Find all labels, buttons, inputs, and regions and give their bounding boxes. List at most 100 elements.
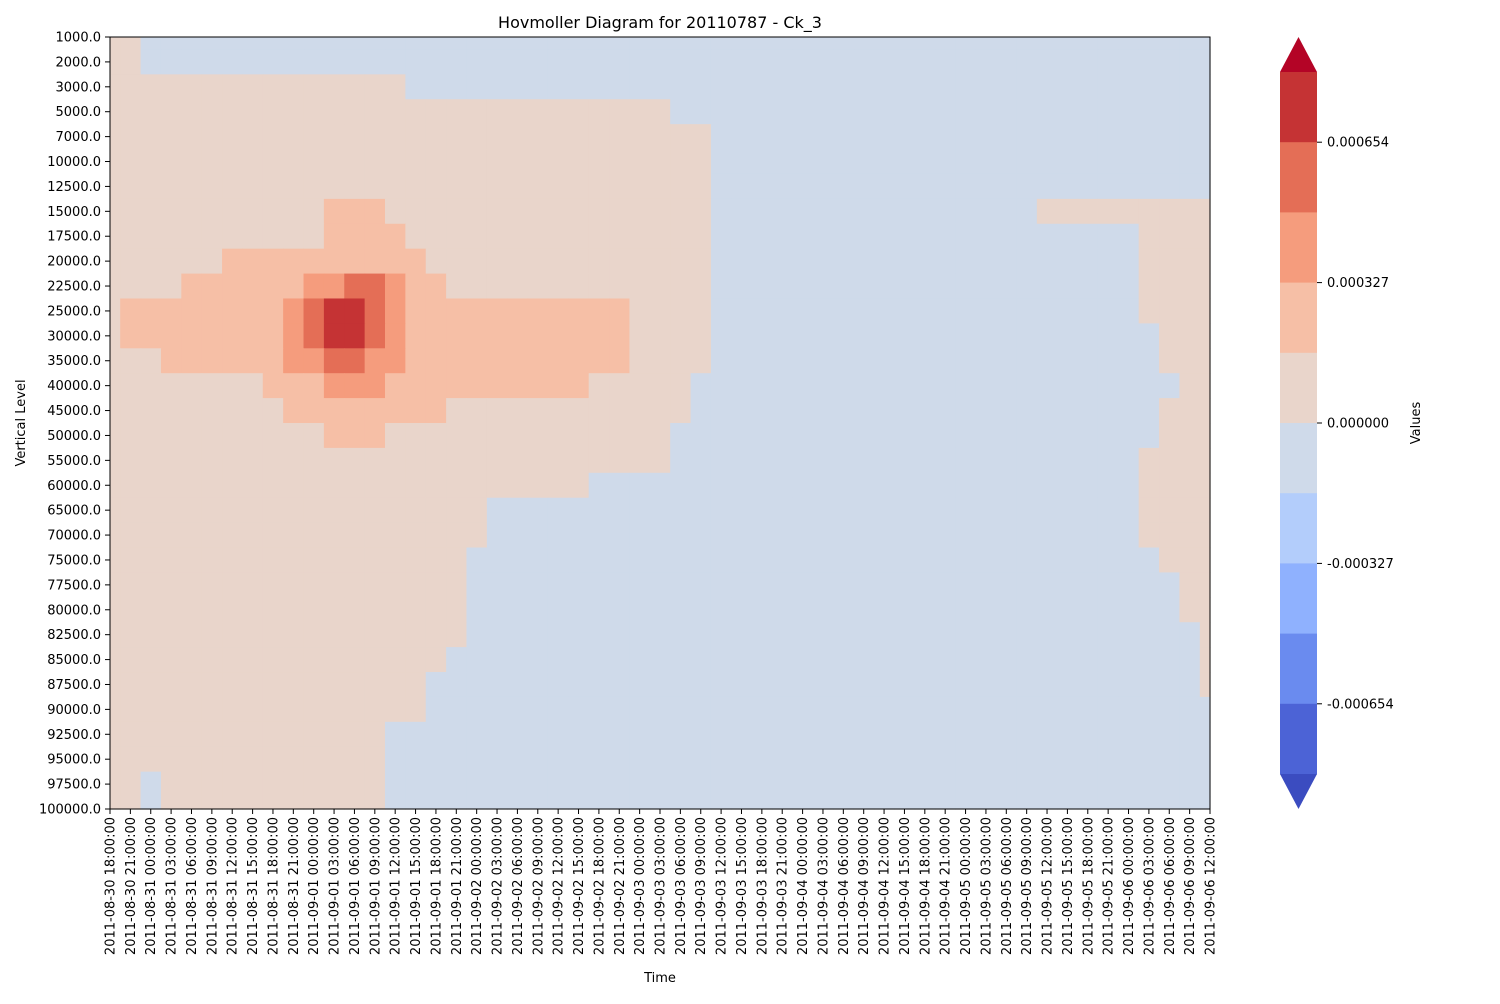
contour-cell <box>446 99 468 125</box>
contour-cell <box>935 647 956 673</box>
contour-cell <box>364 547 386 574</box>
contour-cell <box>446 672 468 698</box>
contour-cell <box>1036 348 1058 374</box>
contour-cell <box>262 298 284 324</box>
contour-cell <box>1077 622 1099 648</box>
contour-cell <box>772 547 794 574</box>
contour-cell <box>1016 37 1038 51</box>
contour-cell <box>935 124 956 150</box>
contour-cell <box>588 497 610 524</box>
contour-cell <box>1057 248 1079 275</box>
contour-cell <box>935 597 956 623</box>
contour-cell <box>853 124 875 150</box>
contour-cell <box>486 323 508 349</box>
contour-cell <box>385 298 406 324</box>
contour-cell <box>181 149 203 175</box>
contour-cell <box>140 497 162 524</box>
contour-cell <box>242 447 264 474</box>
contour-cell <box>425 497 447 524</box>
contour-cell <box>385 223 406 250</box>
contour-cell <box>609 248 631 275</box>
contour-cell <box>1077 572 1099 598</box>
contour-cell <box>873 447 895 474</box>
contour-cell <box>222 746 244 773</box>
contour-cell <box>1159 348 1181 374</box>
contour-cell <box>181 622 203 648</box>
contour-cell <box>1179 298 1201 324</box>
contour-cell <box>1097 647 1119 673</box>
contour-cell <box>527 373 549 399</box>
contour-cell <box>446 597 468 623</box>
contour-cell <box>710 49 732 75</box>
contour-cell <box>242 572 264 598</box>
contour-cell <box>1057 323 1079 349</box>
contour-cell <box>975 447 997 474</box>
x-tick-label: 2011-09-02 15:00:00 <box>572 817 587 955</box>
contour-cell <box>792 672 814 698</box>
contour-cell <box>629 323 651 349</box>
contour-cell <box>894 248 916 275</box>
contour-cell <box>1077 198 1099 225</box>
contour-cell <box>140 796 162 810</box>
contour-cell <box>110 672 121 698</box>
contour-cell <box>568 721 590 748</box>
contour-cell <box>670 423 692 449</box>
contour-cell <box>1097 248 1119 275</box>
contour-cell <box>446 447 468 474</box>
contour-cell <box>935 547 956 574</box>
contour-cell <box>914 447 936 474</box>
contour-cell <box>873 323 895 349</box>
y-tick-label: 20000.0 <box>47 255 101 270</box>
contour-cell <box>873 771 895 798</box>
contour-cell <box>670 721 692 748</box>
contour-cell <box>853 696 875 723</box>
contour-cell <box>160 248 182 275</box>
contour-cell <box>1179 672 1201 698</box>
contour-cell <box>201 796 223 810</box>
contour-cell <box>140 771 162 798</box>
contour-cell <box>792 248 814 275</box>
contour-cell <box>160 323 182 349</box>
contour-cell <box>975 672 997 698</box>
contour-cell <box>181 74 203 100</box>
contour-cell <box>262 572 284 598</box>
x-tick-label: 2011-09-03 09:00:00 <box>694 817 709 955</box>
y-tick-label: 85000.0 <box>47 653 101 668</box>
contour-cell <box>853 447 875 474</box>
contour-cell <box>344 223 366 250</box>
x-tick-label: 2011-09-01 15:00:00 <box>409 817 424 955</box>
contour-cell <box>772 447 794 474</box>
contour-cell <box>1057 622 1079 648</box>
contour-cell <box>385 323 406 349</box>
y-tick-label: 87500.0 <box>47 678 101 693</box>
contour-cell <box>975 323 997 349</box>
contour-cell <box>772 796 794 810</box>
contour-cell <box>690 373 712 399</box>
contour-cell <box>772 373 794 399</box>
contour-cell <box>1118 696 1140 723</box>
contour-cell <box>792 198 814 225</box>
contour-cell <box>649 622 671 648</box>
contour-cell <box>1097 298 1119 324</box>
contour-cell <box>1118 223 1140 250</box>
contour-cell <box>303 696 325 723</box>
contour-cell <box>466 796 488 810</box>
contour-cell <box>201 622 223 648</box>
contour-cell <box>1036 149 1058 175</box>
contour-cell <box>751 49 773 75</box>
contour-cell <box>344 49 366 75</box>
contour-cell <box>975 796 997 810</box>
contour-cell <box>710 721 732 748</box>
contour-cell <box>486 373 508 399</box>
contour-cell <box>446 248 468 275</box>
contour-cell <box>1036 597 1058 623</box>
contour-cell <box>425 323 447 349</box>
contour-cell <box>242 771 264 798</box>
contour-cell <box>110 223 121 250</box>
contour-cell <box>283 248 305 275</box>
contour-cell <box>466 647 488 673</box>
contour-cell <box>649 721 671 748</box>
contour-cell <box>609 522 631 549</box>
contour-cell <box>1036 398 1058 424</box>
contour-cell <box>812 572 834 598</box>
